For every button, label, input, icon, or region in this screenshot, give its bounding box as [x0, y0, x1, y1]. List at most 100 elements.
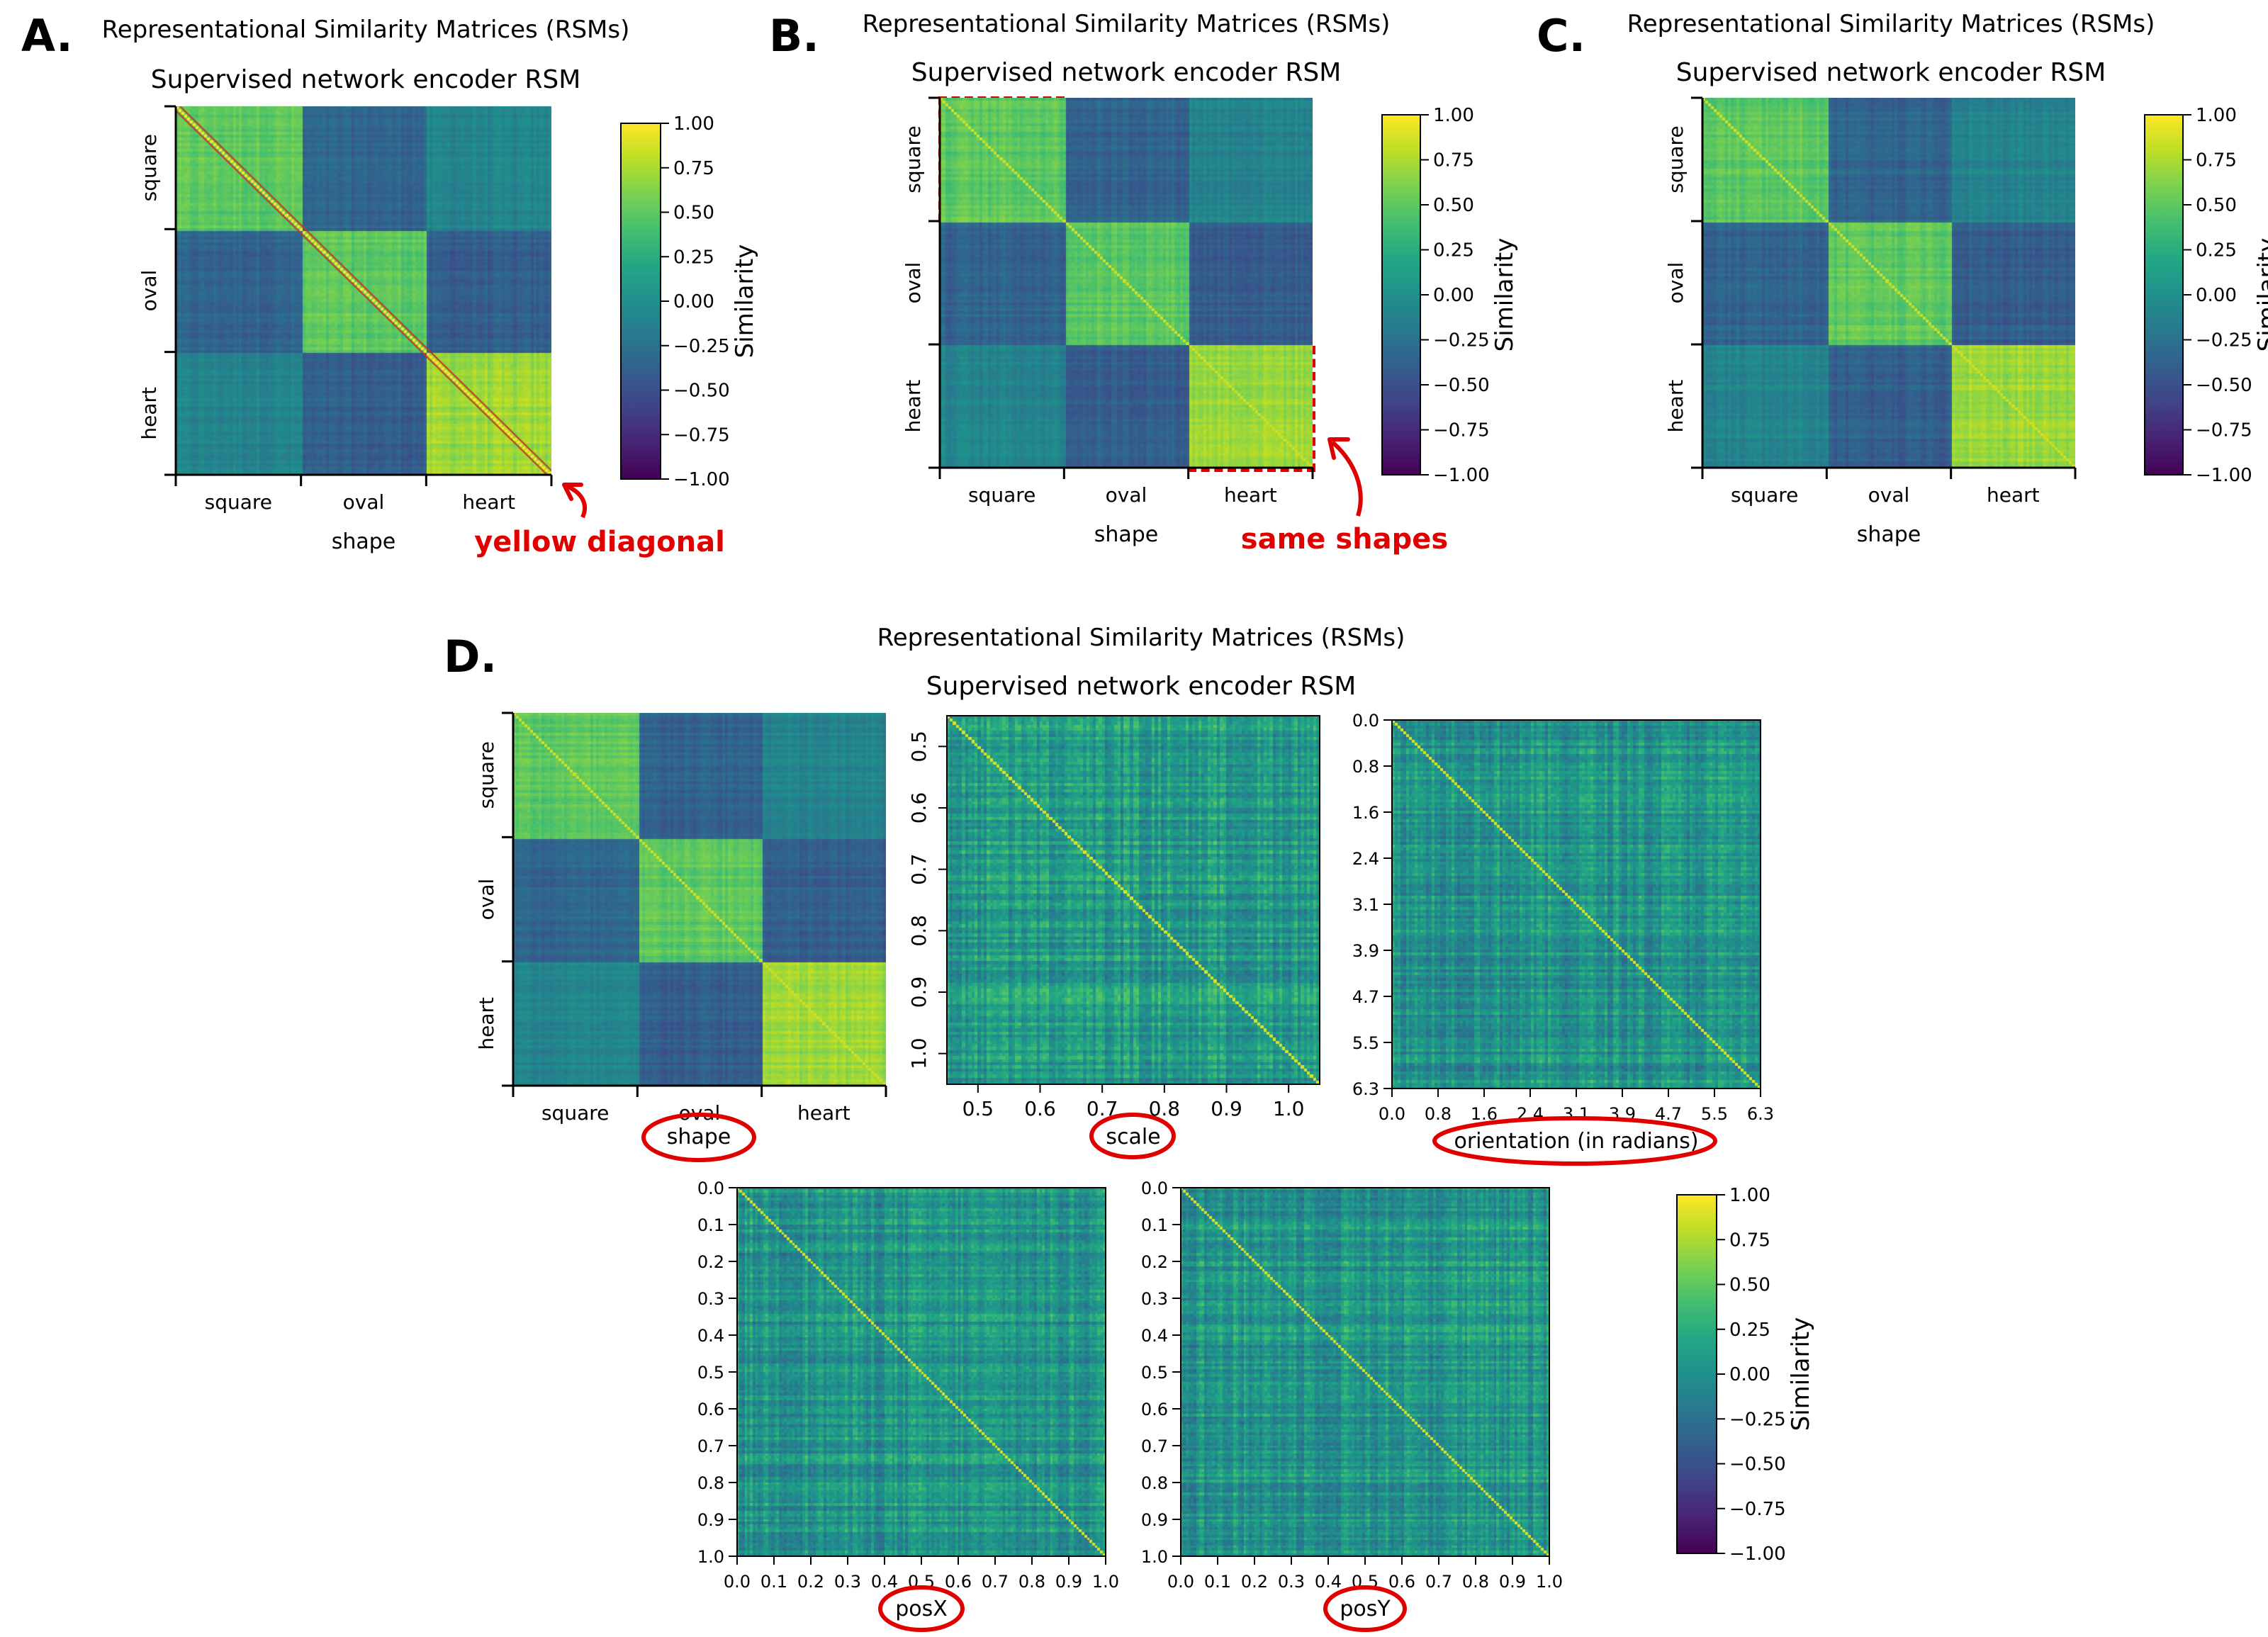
- dposx-y-ticklabel: 1.0: [697, 1547, 724, 1567]
- dposy-x-ticklabel: 0.5: [1352, 1572, 1379, 1592]
- dposy-y-ticklabel: 0.1: [1141, 1215, 1168, 1235]
- dposx-y-ticklabel: 0.9: [697, 1510, 724, 1530]
- panel-letter-c: C.: [1537, 10, 1586, 62]
- a-xlabel: shape: [332, 529, 396, 554]
- b-xlabel: shape: [1094, 522, 1159, 547]
- dscale-y-ticklabel: 0.6: [907, 792, 931, 824]
- annotation-same-shapes: same shapes: [1240, 523, 1449, 556]
- dposy-x-ticklabel: 0.9: [1499, 1572, 1526, 1592]
- dposx-y-ticklabel: 0.0: [697, 1178, 724, 1198]
- dshape-x-label-oval: oval: [679, 1101, 721, 1125]
- b-colorbar: [1381, 114, 1421, 476]
- dposy-y-ticklabel: 0.4: [1141, 1326, 1168, 1346]
- dposx-x-ticklabel: 0.5: [908, 1572, 935, 1592]
- dori-x-ticklabel: 3.1: [1563, 1104, 1590, 1124]
- dori-frame: [1391, 719, 1761, 1089]
- c-x-label-square: square: [1731, 483, 1798, 507]
- title-b: Supervised network encoder RSM: [911, 58, 1342, 87]
- c-xlabel: shape: [1857, 522, 1921, 547]
- a-cb-label: Similarity: [731, 244, 759, 359]
- b-cb-ticklabel: 1.00: [1433, 105, 1474, 126]
- dposx-y-ticklabel: 0.1: [697, 1215, 724, 1235]
- dscale-x-ticklabel: 0.7: [1087, 1097, 1118, 1120]
- d-cb-ticklabel: −0.25: [1729, 1409, 1786, 1430]
- a-cb-ticklabel: 0.00: [673, 291, 714, 313]
- b-y-label-square: square: [902, 125, 925, 193]
- dori-y-ticklabel: 0.0: [1352, 711, 1379, 731]
- c-cb-ticklabel: 0.00: [2196, 285, 2237, 306]
- dposy-xlabel: posY: [1340, 1597, 1391, 1621]
- dshape-y-label-heart: heart: [475, 997, 498, 1050]
- d-cb-ticklabel: −1.00: [1729, 1543, 1786, 1565]
- a-cb-ticklabel: 0.50: [673, 203, 714, 224]
- dori-y-ticklabel: 1.6: [1352, 803, 1379, 823]
- heatmap-d-orientation: [1392, 720, 1761, 1088]
- dposx-x-ticklabel: 0.8: [1018, 1572, 1045, 1592]
- dori-y-ticklabel: 2.4: [1352, 849, 1379, 869]
- d-cb-ticklabel: 1.00: [1729, 1185, 1770, 1206]
- d-colorbar: [1676, 1194, 1717, 1554]
- heatmap-d-posy: [1181, 1188, 1549, 1556]
- c-cb-ticklabel: 0.50: [2196, 195, 2237, 216]
- c-cb-label: Similarity: [2253, 238, 2268, 352]
- c-cb-ticklabel: −0.25: [2196, 330, 2252, 351]
- title-a: Supervised network encoder RSM: [150, 65, 581, 94]
- a-colorbar: [620, 123, 661, 480]
- b-x-label-heart: heart: [1224, 483, 1277, 507]
- dposy-frame: [1180, 1187, 1550, 1557]
- dscale-x-ticklabel: 0.9: [1211, 1097, 1242, 1120]
- c-cb-ticklabel: 1.00: [2196, 105, 2237, 126]
- dposy-x-ticklabel: 1.0: [1536, 1572, 1563, 1592]
- dposx-x-ticklabel: 0.1: [760, 1572, 787, 1592]
- c-colorbar: [2144, 114, 2184, 476]
- a-cb-ticklabel: −1.00: [673, 469, 730, 490]
- dori-y-ticklabel: 3.1: [1352, 895, 1379, 915]
- dposy-x-ticklabel: 0.3: [1278, 1572, 1305, 1592]
- dposy-x-ticklabel: 0.1: [1204, 1572, 1231, 1592]
- dshape-x-label-square: square: [541, 1101, 609, 1125]
- heatmap-b: [940, 98, 1313, 468]
- dposx-xlabel: posX: [895, 1597, 948, 1621]
- dposy-x-ticklabel: 0.7: [1425, 1572, 1452, 1592]
- suptitle-c: Representational Similarity Matrices (RS…: [1627, 10, 2155, 38]
- dposy-x-ticklabel: 0.0: [1167, 1572, 1194, 1592]
- a-y-label-oval: oval: [137, 270, 161, 312]
- a-cb-ticklabel: −0.75: [673, 424, 730, 446]
- dposy-y-ticklabel: 0.7: [1141, 1436, 1168, 1456]
- dscale-y-ticklabel: 0.7: [907, 853, 931, 885]
- dposy-y-ticklabel: 0.2: [1141, 1252, 1168, 1272]
- b-cb-ticklabel: −0.75: [1433, 420, 1490, 441]
- a-x-label-oval: oval: [343, 490, 385, 514]
- heatmap-c: [1702, 98, 2075, 468]
- dposy-y-ticklabel: 0.9: [1141, 1510, 1168, 1530]
- dori-y-ticklabel: 4.7: [1352, 987, 1379, 1007]
- d-cb-ticklabel: 0.25: [1729, 1320, 1770, 1341]
- heatmap-d-scale: [947, 716, 1320, 1084]
- dposx-y-ticklabel: 0.6: [697, 1400, 724, 1419]
- panel-letter-d: D.: [444, 631, 498, 682]
- dscale-frame: [946, 715, 1320, 1085]
- d-cb-ticklabel: 0.75: [1729, 1230, 1770, 1251]
- dori-y-ticklabel: 6.3: [1352, 1079, 1379, 1099]
- dori-x-ticklabel: 1.6: [1471, 1104, 1498, 1124]
- b-cb-ticklabel: −0.25: [1433, 330, 1490, 351]
- dshape-xlabel-text: shape: [667, 1125, 731, 1149]
- dposy-y-ticklabel: 0.0: [1141, 1178, 1168, 1198]
- dposy-x-ticklabel: 0.8: [1462, 1572, 1489, 1592]
- dori-y-ticklabel: 5.5: [1352, 1033, 1379, 1053]
- dposy-y-ticklabel: 0.5: [1141, 1363, 1168, 1383]
- dscale-x-ticklabel: 0.8: [1149, 1097, 1181, 1120]
- title-c: Supervised network encoder RSM: [1675, 58, 2106, 87]
- a-y-label-square: square: [137, 134, 161, 201]
- dposx-y-ticklabel: 0.8: [697, 1473, 724, 1493]
- annotation-yellow-diagonal: yellow diagonal: [474, 526, 725, 558]
- dposx-x-ticklabel: 0.6: [945, 1572, 972, 1592]
- dposy-x-ticklabel: 0.2: [1241, 1572, 1268, 1592]
- title-d: Supervised network encoder RSM: [926, 672, 1357, 701]
- dscale-y-ticklabel: 1.0: [907, 1037, 931, 1069]
- d-cb-ticklabel: −0.50: [1729, 1454, 1786, 1475]
- b-cb-ticklabel: 0.00: [1433, 285, 1474, 306]
- dposy-y-ticklabel: 0.3: [1141, 1289, 1168, 1309]
- dscale-x-ticklabel: 1.0: [1273, 1097, 1305, 1120]
- dori-x-ticklabel: 3.9: [1609, 1104, 1636, 1124]
